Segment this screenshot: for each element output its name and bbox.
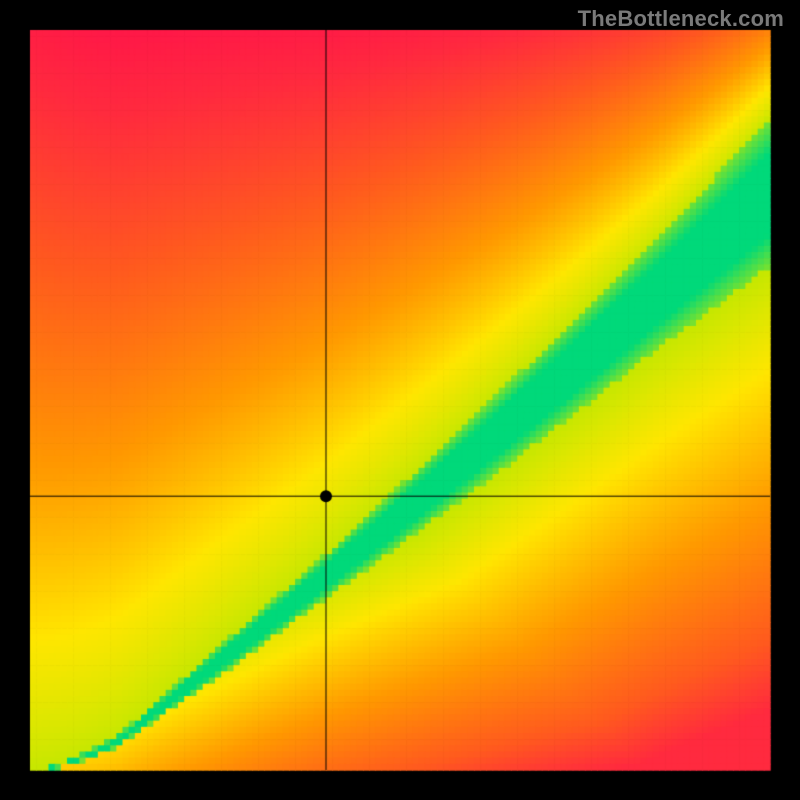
watermark-text: TheBottleneck.com bbox=[578, 6, 784, 32]
heatmap-canvas bbox=[0, 0, 800, 800]
figure-root: TheBottleneck.com bbox=[0, 0, 800, 800]
